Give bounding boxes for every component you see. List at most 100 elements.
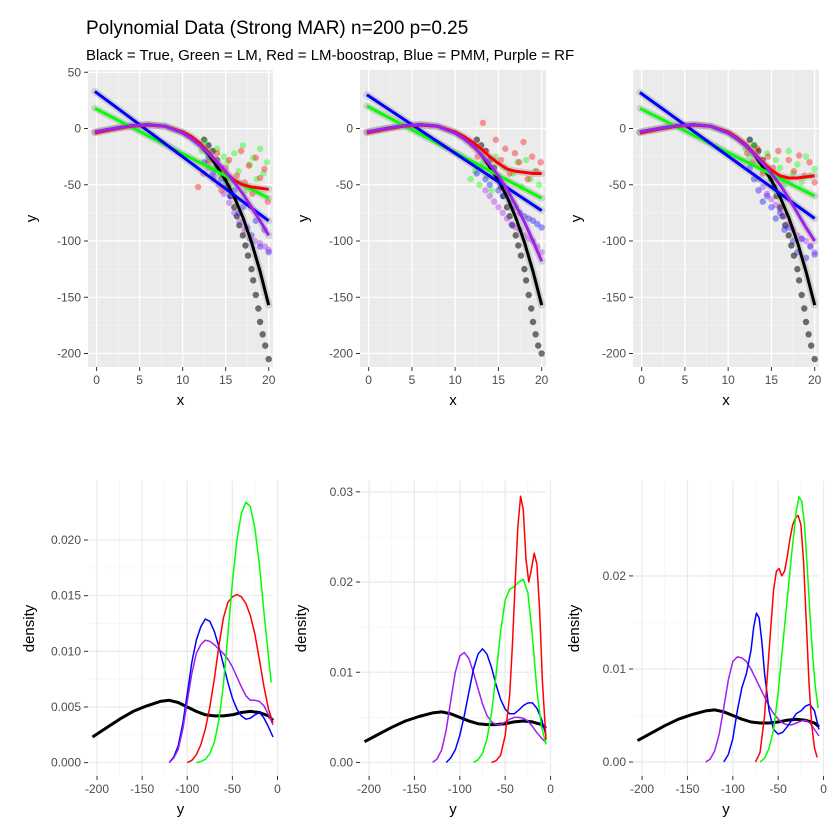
point-true (525, 291, 532, 299)
point-true (750, 142, 758, 149)
point-lm_bootstrap (764, 153, 772, 160)
y-tick-label: -200 (329, 347, 353, 361)
point-pmm (529, 217, 537, 224)
point-rf (486, 192, 493, 200)
point-lm (527, 175, 534, 183)
point-lm_bootstrap (524, 175, 532, 183)
point-lm_bootstrap (537, 159, 545, 166)
x-axis-title: x (722, 392, 730, 409)
x-tick-label: -50 (769, 782, 787, 796)
fit-line-pmm (94, 90, 270, 223)
point-true (808, 342, 815, 349)
point-true (205, 142, 212, 149)
point-lm_bootstrap (225, 156, 233, 164)
point-true (244, 252, 252, 259)
point-lm_bootstrap (245, 162, 253, 169)
density-line-pmm (168, 618, 274, 764)
point-true (512, 232, 519, 239)
point-pmm (209, 170, 216, 177)
point-lm_bootstrap (256, 174, 264, 182)
y-axis-title: y (23, 214, 40, 222)
point-lm_bootstrap (264, 198, 272, 205)
plot-area (633, 481, 819, 776)
density-line-lm (196, 501, 272, 764)
point-true (805, 331, 812, 338)
point-lm (253, 175, 260, 183)
x-tick-label: 15 (765, 373, 779, 387)
point-pmm (772, 215, 779, 222)
point-lm (246, 161, 253, 168)
y-axis-title: density (293, 604, 310, 652)
fit-line-rf (94, 123, 270, 237)
point-lm_bootstrap (205, 159, 212, 166)
point-lm (213, 145, 221, 152)
point-true (506, 213, 513, 220)
point-lm_bootstrap (806, 159, 813, 166)
point-true (529, 318, 537, 326)
x-tick-label: 10 (176, 373, 190, 387)
point-lm_bootstrap (213, 150, 221, 157)
point-lm (798, 179, 805, 186)
point-true (473, 136, 480, 143)
point-lm (256, 145, 264, 152)
x-tick-label: -100 (721, 782, 745, 796)
point-true (265, 355, 272, 363)
x-axis-title: x (449, 392, 457, 409)
point-true (785, 232, 792, 239)
point-pmm (802, 254, 810, 262)
panel-bottom-left: -200 -150 -100 -50 0 0.000 0.005 0.010 0.015 0.02… (21, 481, 281, 818)
fit-line-rf (639, 123, 816, 242)
y-tick-label: 0.02 (603, 569, 627, 583)
x-tick-label: 10 (721, 373, 735, 387)
point-rf (768, 196, 775, 203)
x-tick-label: 20 (262, 373, 276, 387)
point-true (248, 265, 255, 273)
point-true (252, 291, 259, 299)
point-lm_bootstrap (237, 147, 245, 155)
point-lm_bootstrap (511, 150, 519, 157)
point-true (535, 342, 542, 349)
point-rf (763, 190, 771, 197)
point-rf (262, 243, 269, 250)
point-true (231, 204, 238, 211)
x-tick-label: 5 (136, 373, 143, 387)
point-lm (471, 168, 479, 175)
y-tick-label: 0.00 (603, 755, 627, 769)
point-pmm (781, 226, 788, 233)
point-pmm (534, 220, 541, 228)
point-pmm (486, 181, 493, 188)
point-true (528, 305, 535, 312)
point-rf (236, 218, 243, 226)
point-rf (802, 237, 810, 245)
point-rf (490, 198, 498, 205)
point-lm (522, 156, 530, 164)
density-line-rf (705, 656, 820, 763)
panel-top-right: 0 5 10 15 20 0 -50 -100 -150 -200 x y (568, 70, 822, 409)
point-lm (231, 150, 238, 157)
point-lm_bootstrap (743, 150, 751, 157)
point-true (798, 291, 805, 299)
point-true (779, 213, 786, 220)
x-tick-label: 0 (365, 373, 372, 387)
point-true (521, 265, 528, 273)
y-tick-label: -150 (602, 290, 626, 304)
point-true (259, 331, 266, 338)
point-pmm (755, 187, 762, 194)
y-axis-title: density (21, 604, 38, 652)
point-lm_bootstrap (520, 138, 527, 146)
point-lm (220, 153, 228, 160)
point-rf (256, 240, 264, 247)
point-lm (789, 170, 797, 177)
y-tick-label: 50 (68, 65, 82, 79)
y-axis-title: y (295, 214, 312, 222)
y-tick-label: 0.005 (51, 700, 81, 714)
point-true (503, 204, 511, 211)
point-rf (220, 190, 228, 197)
fit-line-rf (366, 123, 544, 262)
point-lm (811, 165, 818, 173)
x-tick-label: -100 (448, 782, 472, 796)
point-true (538, 350, 545, 357)
point-lm_bootstrap (795, 152, 803, 159)
y-tick-label: -50 (64, 178, 82, 192)
